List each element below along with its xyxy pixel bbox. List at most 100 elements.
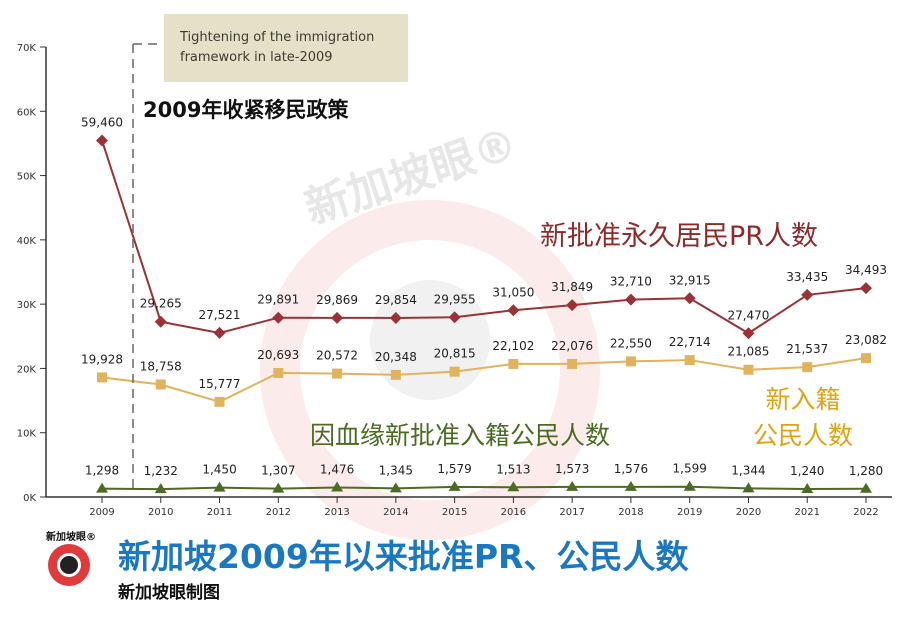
data-point [97,372,107,383]
data-point [390,369,401,380]
chart-subtitle: 新加坡眼制图 [118,583,220,603]
x-tick-label: 2019 [677,507,702,518]
data-point [389,482,402,493]
data-point [449,366,460,377]
axes: 0K 10K 20K 30K 40K 50K 60K 70K 2009 2010 2011 2012 2… [17,43,892,518]
data-point [272,311,285,324]
data-label: 1,573 [555,462,589,476]
data-label: 29,854 [375,293,417,307]
data-label: 34,493 [845,263,887,277]
series-label-blood: 因血缘新批准入籍公民人数 [310,421,611,450]
data-point [448,311,461,324]
policy-note-line1: Tightening of the immigration [180,30,375,45]
data-point [507,304,520,317]
series-label-citizen-line2: 公民人数 [752,421,853,450]
data-label: 20,572 [316,349,358,363]
data-label: 32,710 [610,275,652,289]
data-label: 21,537 [786,342,828,356]
logo-text: 新加坡眼® [46,532,96,543]
y-tick-label: 40K [17,236,37,247]
data-label: 21,085 [727,345,769,359]
data-label: 1,513 [496,462,530,476]
data-point [567,358,578,369]
data-label: 22,102 [492,339,534,353]
data-point [683,292,696,305]
series-label-citizen: 新入籍 公民人数 [748,382,858,454]
policy-note-line2: framework in late-2009 [180,50,333,65]
data-label: 29,869 [316,293,358,307]
data-label: 1,298 [85,464,119,478]
data-label: 1,345 [379,463,413,477]
data-label: 1,240 [790,464,824,478]
series-line-0 [101,140,867,335]
data-label: 1,450 [202,463,236,477]
data-point [624,480,637,491]
data-label: 20,348 [375,350,417,364]
data-point [801,483,814,494]
y-tick-label: 10K [17,429,37,440]
y-tick-label: 70K [17,43,37,54]
data-point [154,315,167,328]
data-point [154,483,167,494]
data-point [801,288,814,301]
data-point [860,282,872,295]
data-label: 23,082 [845,333,887,347]
y-tick-label: 50K [17,172,37,183]
x-tick-label: 2017 [559,507,584,518]
x-tick-label: 2013 [324,507,349,518]
y-tick-label: 60K [17,107,37,118]
data-point [683,480,696,491]
data-point [508,358,519,369]
x-tick-label: 2009 [89,507,114,518]
data-point [213,326,226,339]
data-point [860,482,872,493]
data-label: 33,435 [786,270,828,284]
x-tick-label: 2018 [618,507,643,518]
data-label: 31,050 [492,285,534,299]
data-label: 22,076 [551,339,593,353]
data-label: 1,476 [320,463,354,477]
data-label: 18,758 [140,360,182,374]
series-label-citizen-line1: 新入籍 [765,385,841,414]
data-label: 32,915 [669,273,711,287]
data-label: 27,521 [199,308,241,322]
policy-label: 2009年收紧移民政策 [143,98,349,122]
data-label: 31,849 [551,280,593,294]
x-tick-label: 2016 [501,507,526,518]
data-point [96,482,108,493]
series-layer [96,134,872,494]
data-label: 1,579 [437,462,471,476]
x-tick-label: 2012 [266,507,291,518]
series-line-2 [101,485,867,491]
data-label: 29,265 [140,297,182,311]
data-point [684,355,695,366]
data-point [96,134,108,147]
series-line-1 [101,357,867,403]
data-point [272,482,285,493]
data-point [331,311,344,324]
data-point [861,353,871,364]
data-point [331,481,344,492]
data-point [214,396,225,407]
x-tick-label: 2014 [383,507,408,518]
data-label: 19,928 [81,352,123,366]
data-label: 20,693 [257,348,299,362]
data-point [743,364,754,375]
x-tick-label: 2021 [795,507,820,518]
data-point [566,480,579,491]
data-label: 27,470 [727,308,769,322]
data-point [155,379,166,390]
data-point [802,362,813,373]
y-tick-label: 20K [17,364,37,375]
data-point [332,368,343,379]
data-label: 29,891 [257,293,299,307]
x-tick-label: 2010 [148,507,173,518]
data-point [213,481,226,492]
data-point [742,327,755,340]
data-label: 20,815 [434,347,476,361]
x-tick-label: 2015 [442,507,467,518]
data-labels: 59,460 29,265 27,521 29,891 29,869 29,854 29,9… [81,115,887,478]
x-tick-label: 2011 [207,507,232,518]
x-tick-label: 2020 [736,507,761,518]
